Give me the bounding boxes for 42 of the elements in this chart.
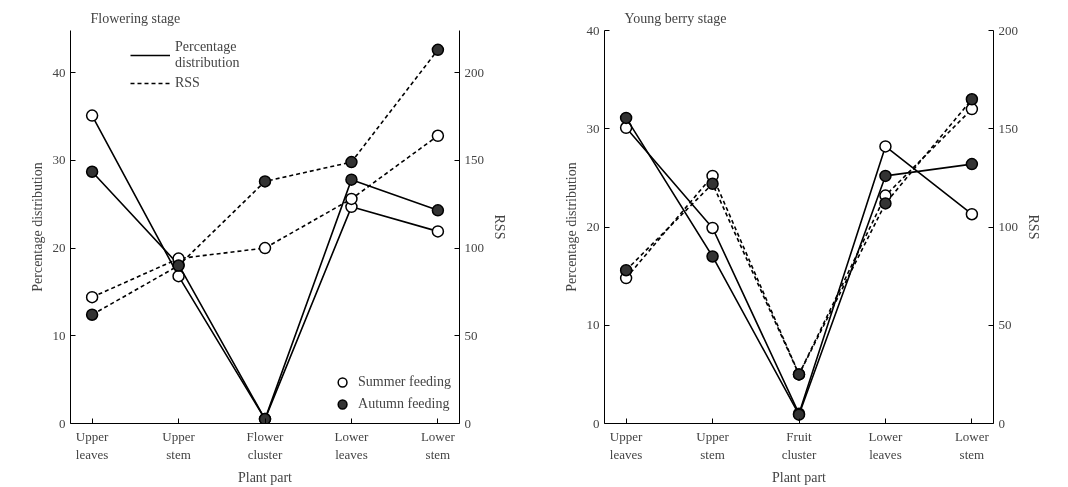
y2-tick-label: 200 (464, 64, 484, 80)
x-tick-label: Upper stem (162, 428, 196, 462)
annotation: Percentage distribution (175, 39, 240, 71)
y2-tick-label: 100 (464, 240, 484, 256)
y2-axis-title: RSS (492, 214, 507, 240)
y-tick-label: 40 (52, 64, 66, 80)
y2-tick-label: 50 (464, 327, 478, 343)
y2-tick-label: 0 (998, 415, 1005, 431)
y2-tick-label: 50 (998, 317, 1012, 333)
x-tick-label: Upper leaves (75, 428, 110, 462)
y-axis-title: Percentage distribution (563, 162, 579, 292)
chart-title: Flowering stage (90, 10, 181, 26)
x-tick-label: Upper leaves (609, 428, 644, 462)
y-tick-label: 10 (586, 317, 600, 333)
x-axis-title: Plant part (771, 469, 827, 485)
y2-tick-label: 150 (998, 120, 1018, 136)
y-tick-label: 20 (586, 219, 600, 234)
x-tick-label: Lower leaves (868, 428, 904, 462)
x-tick-label: Flower cluster (246, 428, 285, 462)
x-tick-label: Lower leaves (334, 428, 370, 462)
annotation: RSS (175, 75, 200, 91)
y2-tick-label: 200 (998, 22, 1018, 38)
x-axis-title: Plant part (237, 469, 293, 485)
y-axis-title: Percentage distribution (29, 162, 45, 292)
legend-label: Autumn feeding (358, 396, 450, 412)
x-tick-label: Fruit cluster (781, 428, 817, 462)
legend-label: Summer feeding (358, 374, 451, 390)
y-tick-label: 10 (52, 327, 66, 343)
y-tick-label: 0 (593, 415, 600, 431)
y-tick-label: 30 (586, 120, 600, 136)
y2-axis-title: RSS (1026, 214, 1041, 240)
y-tick-label: 30 (52, 152, 66, 168)
y2-tick-label: 0 (464, 415, 471, 431)
x-tick-label: Upper stem (696, 428, 730, 462)
y2-tick-label: 150 (464, 152, 484, 168)
y-tick-label: 40 (586, 22, 600, 38)
x-tick-label: Lower stem (954, 428, 990, 462)
y-tick-label: 0 (59, 415, 66, 431)
x-tick-label: Lower stem (420, 428, 456, 462)
chart-title: Young berry stage (624, 10, 727, 26)
y2-tick-label: 100 (998, 219, 1018, 234)
y-tick-label: 20 (52, 240, 66, 256)
